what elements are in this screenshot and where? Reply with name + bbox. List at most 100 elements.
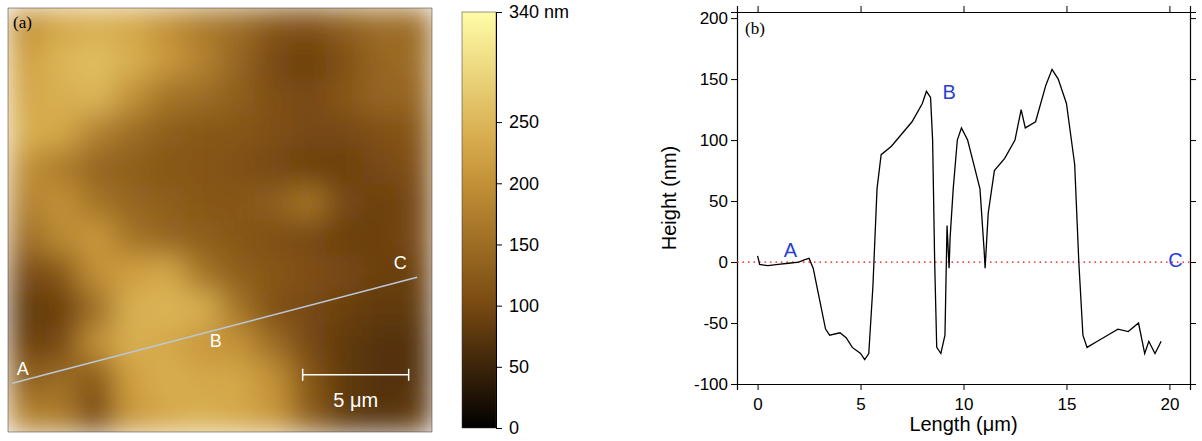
cell (79, 43, 115, 79)
tick-label: 340 nm (509, 2, 569, 22)
tick: 200 (700, 9, 737, 28)
annotation: A (17, 359, 29, 379)
tick (964, 6, 965, 12)
tick-mark (731, 140, 737, 141)
cell (79, 114, 115, 150)
tick-mark (731, 201, 737, 202)
tick-label: 150 (509, 235, 539, 255)
tick: 250 (496, 112, 539, 132)
tick: 0 (753, 384, 762, 414)
cell (185, 326, 221, 362)
cell (149, 149, 185, 185)
cell (220, 397, 256, 432)
cell (361, 149, 397, 185)
cell (220, 185, 256, 221)
plot-area (737, 69, 1190, 359)
axis-line (738, 385, 1191, 391)
tick-mark (861, 384, 862, 390)
cell (291, 149, 327, 185)
cell (79, 326, 115, 362)
cell (149, 291, 185, 327)
tick: -50 (703, 314, 737, 333)
tick: -100 (694, 375, 737, 394)
image-frame (8, 8, 432, 432)
cell (185, 114, 221, 150)
cell (8, 291, 44, 327)
cell (255, 326, 291, 362)
tick: 100 (496, 296, 539, 316)
tick-mark (964, 6, 965, 12)
cell (326, 185, 362, 221)
tick-mark (1066, 384, 1067, 390)
cell (149, 255, 185, 291)
cell (361, 291, 397, 327)
tick (1190, 384, 1196, 385)
cell (397, 149, 432, 185)
cell (79, 255, 115, 291)
cell (8, 220, 44, 256)
cell (326, 255, 362, 291)
cell (185, 255, 221, 291)
cell (220, 255, 256, 291)
cell (220, 326, 256, 362)
tick (1066, 6, 1067, 12)
cell (291, 43, 327, 79)
tick: 50 (496, 357, 529, 377)
tick-mark (964, 384, 965, 390)
tick-label: -50 (703, 314, 728, 333)
annotation: B (210, 331, 222, 351)
tick: 20 (1160, 384, 1179, 414)
colorbar (462, 12, 496, 428)
cell (43, 255, 79, 291)
tick-mark (731, 384, 737, 385)
tick: 15 (1057, 384, 1076, 414)
axis-line (738, 6, 1191, 13)
tick (1190, 18, 1196, 19)
tick-label: 100 (509, 296, 539, 316)
cell (79, 397, 115, 432)
image-panel (8, 8, 432, 432)
cell (114, 220, 150, 256)
tick-mark (1190, 262, 1196, 263)
cell (185, 43, 221, 79)
axis: 05101520 (738, 384, 1191, 414)
tick-mark (731, 323, 737, 324)
tick-label: 10 (955, 395, 974, 414)
cell (43, 291, 79, 327)
cell (114, 8, 150, 44)
cell (255, 397, 291, 432)
tick (1190, 201, 1196, 202)
reference-line (737, 261, 1190, 262)
cell (291, 8, 327, 44)
tick-label: 250 (509, 112, 539, 132)
cell (8, 397, 44, 432)
cell (361, 185, 397, 221)
cell (43, 8, 79, 44)
cell (114, 149, 150, 185)
cell (8, 114, 44, 150)
cell (361, 43, 397, 79)
scale-bar-end (408, 369, 410, 381)
cell (326, 43, 362, 79)
cell (79, 291, 115, 327)
tick-mark (1190, 201, 1196, 202)
cell (397, 361, 432, 397)
tick-mark (861, 6, 862, 12)
cell (361, 79, 397, 115)
cell (185, 79, 221, 115)
tick: 0 (719, 253, 737, 272)
tick-label: 15 (1057, 395, 1076, 414)
cell (185, 8, 221, 44)
y-axis-title: Height (nm) (658, 146, 680, 250)
cell (220, 220, 256, 256)
cell (149, 220, 185, 256)
cell (114, 255, 150, 291)
tick: 200 (496, 174, 539, 194)
cell (185, 291, 221, 327)
figure: ABC5 μm(a)050100150200250340 nm05101520-… (0, 0, 1202, 441)
tick-mark (1169, 384, 1170, 390)
x-axis-title: Length (μm) (909, 413, 1017, 435)
tick-mark (1190, 140, 1196, 141)
cell (114, 397, 150, 432)
cell (114, 326, 150, 362)
